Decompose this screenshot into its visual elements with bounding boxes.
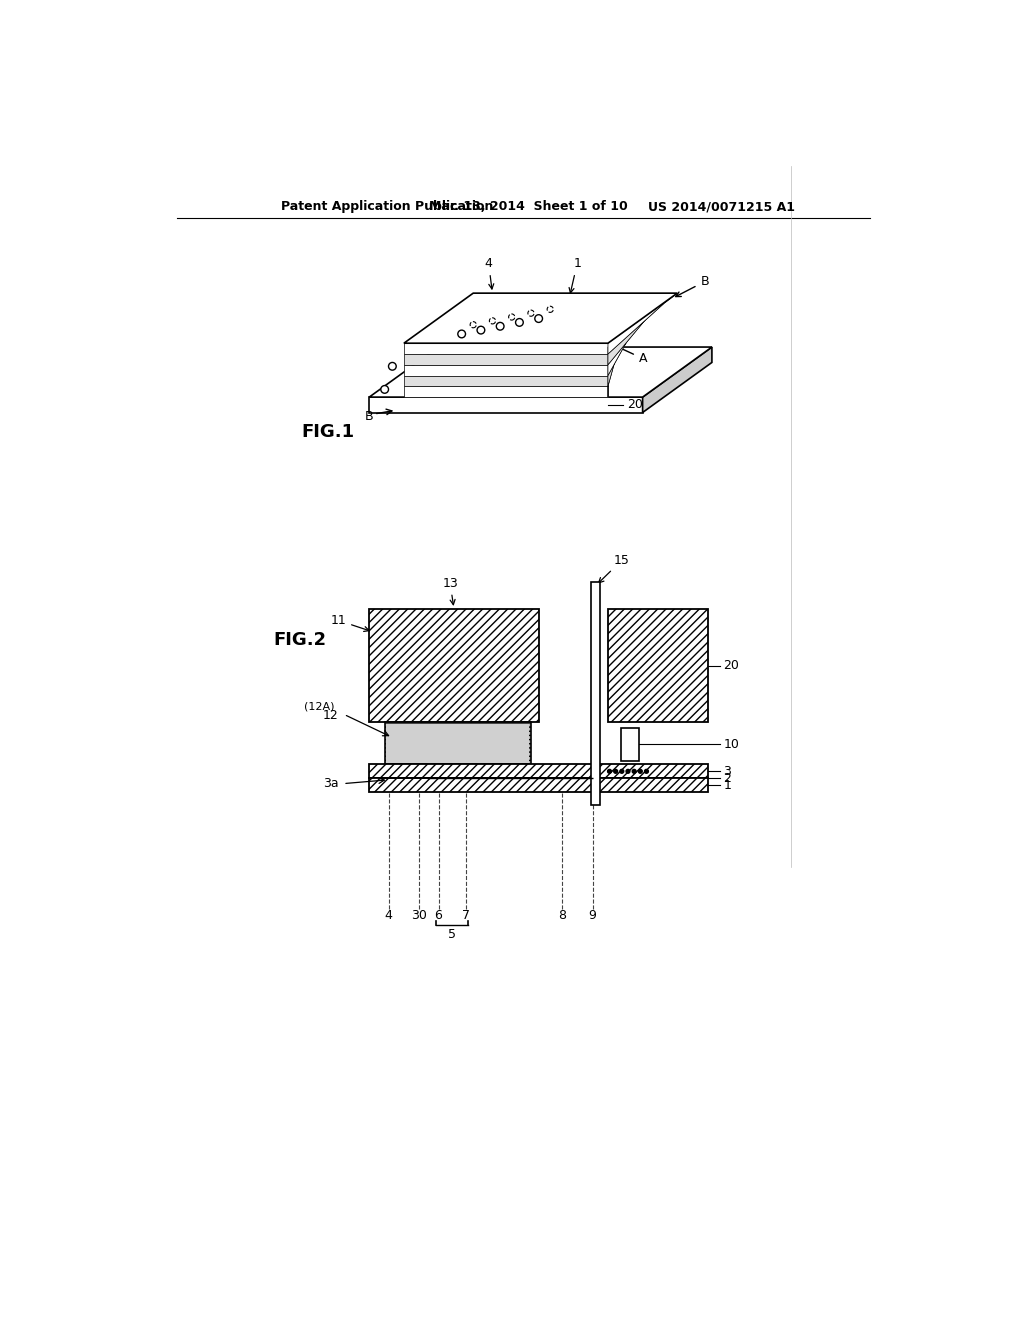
Circle shape xyxy=(515,318,523,326)
Text: 15: 15 xyxy=(599,553,630,583)
Polygon shape xyxy=(403,343,608,354)
Bar xyxy=(370,764,708,779)
Circle shape xyxy=(470,322,476,327)
Circle shape xyxy=(497,322,504,330)
Circle shape xyxy=(644,770,648,774)
Text: 13: 13 xyxy=(442,577,458,605)
Circle shape xyxy=(458,330,466,338)
Text: FIG.2: FIG.2 xyxy=(273,631,326,648)
Text: 7: 7 xyxy=(462,908,470,921)
Text: B: B xyxy=(676,275,709,297)
Bar xyxy=(385,722,531,764)
Text: 8: 8 xyxy=(558,908,565,921)
Polygon shape xyxy=(643,347,712,412)
Bar xyxy=(621,729,639,760)
Text: 4: 4 xyxy=(385,908,392,921)
Polygon shape xyxy=(403,376,608,387)
Text: FIG.1: FIG.1 xyxy=(301,422,354,441)
Text: 4: 4 xyxy=(484,257,494,289)
Circle shape xyxy=(477,326,484,334)
Circle shape xyxy=(638,770,642,774)
Text: 1: 1 xyxy=(569,257,581,293)
Circle shape xyxy=(381,385,388,393)
Circle shape xyxy=(607,770,611,774)
Circle shape xyxy=(547,306,553,313)
Text: 1: 1 xyxy=(724,779,731,792)
Polygon shape xyxy=(608,326,636,387)
Polygon shape xyxy=(403,387,608,397)
Text: 3: 3 xyxy=(724,764,731,777)
Text: Patent Application Publication: Patent Application Publication xyxy=(281,201,494,214)
Text: 30: 30 xyxy=(412,908,427,921)
Text: 5: 5 xyxy=(447,928,456,941)
Circle shape xyxy=(620,770,624,774)
Text: 3a: 3a xyxy=(323,777,339,791)
Circle shape xyxy=(535,314,543,322)
Text: US 2014/0071215 A1: US 2014/0071215 A1 xyxy=(648,201,795,214)
Circle shape xyxy=(509,314,515,321)
Bar xyxy=(386,723,529,763)
Polygon shape xyxy=(608,304,664,364)
Polygon shape xyxy=(608,337,622,397)
Text: 11: 11 xyxy=(331,614,369,631)
Circle shape xyxy=(388,363,396,370)
Text: A: A xyxy=(610,343,647,366)
Circle shape xyxy=(528,310,535,317)
Text: 9: 9 xyxy=(589,908,597,921)
Polygon shape xyxy=(370,347,712,397)
Polygon shape xyxy=(608,314,649,376)
Polygon shape xyxy=(403,364,608,376)
Bar xyxy=(370,779,708,792)
Bar xyxy=(608,609,708,722)
Text: B: B xyxy=(365,409,374,422)
Bar xyxy=(370,609,539,722)
Circle shape xyxy=(489,318,496,323)
Text: 12: 12 xyxy=(323,709,339,722)
Text: 6: 6 xyxy=(434,908,442,921)
Circle shape xyxy=(613,770,617,774)
Text: 20: 20 xyxy=(628,399,643,412)
Text: (12A): (12A) xyxy=(304,702,335,711)
Text: 2: 2 xyxy=(724,772,731,785)
Circle shape xyxy=(632,770,636,774)
Text: 10: 10 xyxy=(724,738,739,751)
Text: 20: 20 xyxy=(724,659,739,672)
Polygon shape xyxy=(370,397,643,412)
Polygon shape xyxy=(403,293,677,343)
Circle shape xyxy=(626,770,630,774)
Bar xyxy=(591,582,600,805)
Polygon shape xyxy=(608,293,677,354)
Polygon shape xyxy=(403,354,608,364)
Text: Mar. 13, 2014  Sheet 1 of 10: Mar. 13, 2014 Sheet 1 of 10 xyxy=(429,201,628,214)
